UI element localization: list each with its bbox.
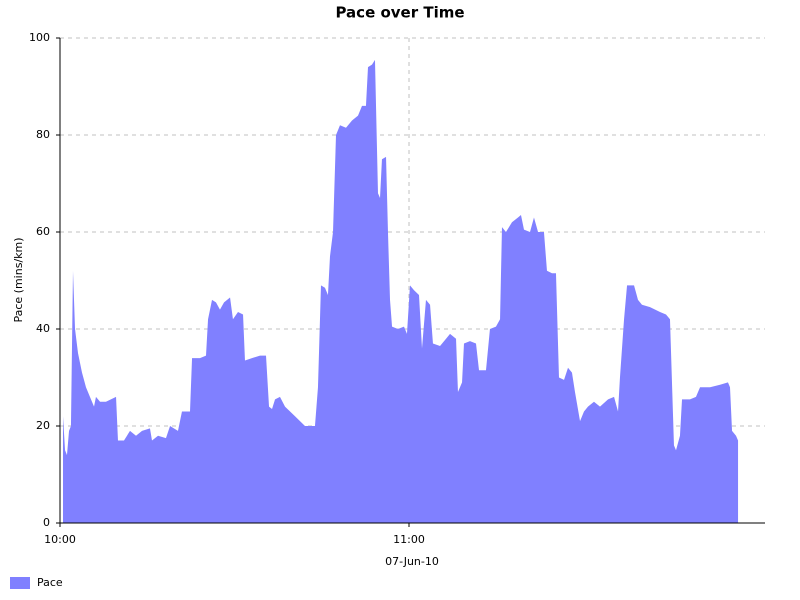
y-axis-label: Pace (mins/km) bbox=[12, 237, 25, 322]
chart-title: Pace over Time bbox=[335, 4, 464, 22]
x-tick-label: 11:00 bbox=[393, 533, 425, 546]
y-tick-label: 0 bbox=[43, 516, 50, 529]
y-tick-label: 20 bbox=[36, 419, 50, 432]
plot bbox=[63, 59, 739, 523]
y-tick-label: 100 bbox=[29, 31, 50, 44]
axes: 0 20 40 60 80 100 10:00 11:00 bbox=[29, 31, 765, 546]
x-axis-label: 07-Jun-10 bbox=[385, 555, 439, 568]
area bbox=[63, 59, 739, 523]
y-tick-label: 40 bbox=[36, 322, 50, 335]
y-tick-label: 60 bbox=[36, 225, 50, 238]
y-tick-label: 80 bbox=[36, 128, 50, 141]
legend: Pace bbox=[10, 576, 63, 589]
x-tick-label: 10:00 bbox=[44, 533, 76, 546]
legend-label: Pace bbox=[37, 576, 63, 589]
legend-swatch bbox=[10, 577, 30, 589]
